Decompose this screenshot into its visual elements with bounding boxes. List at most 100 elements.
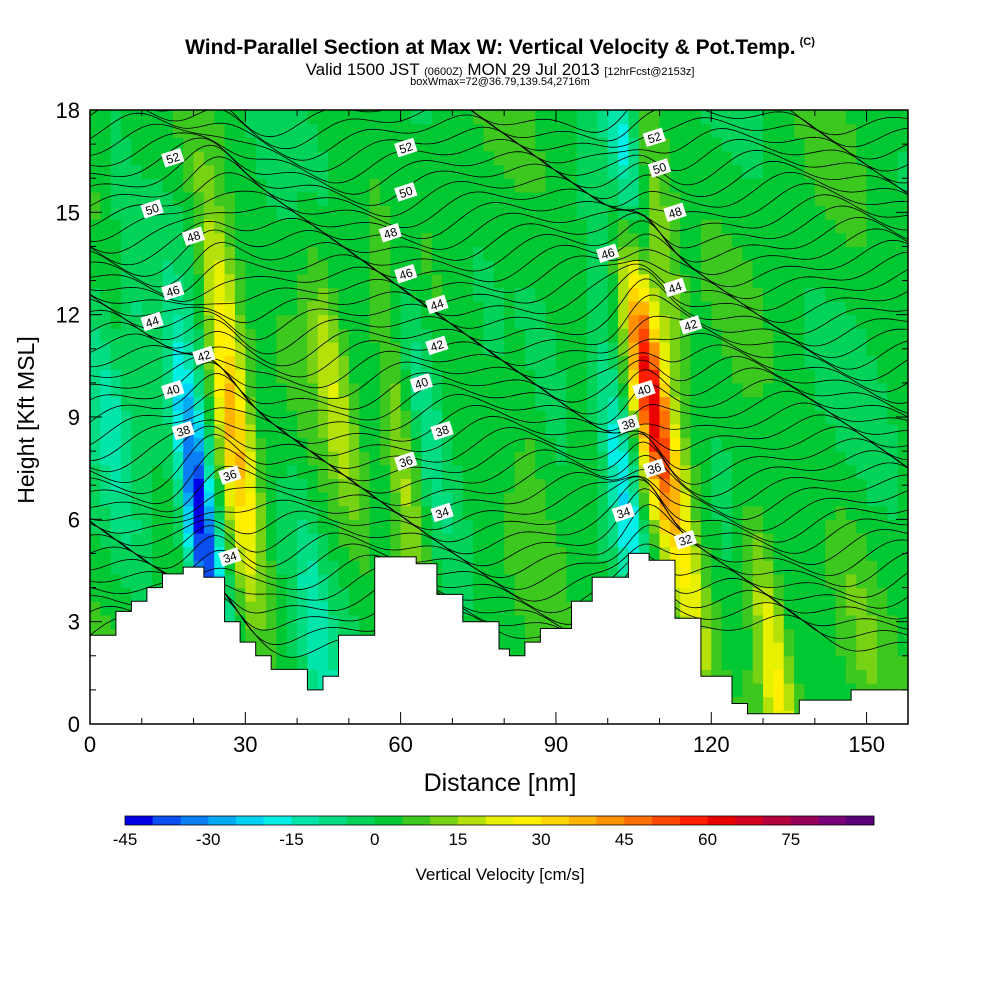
w-cell [421, 232, 433, 248]
w-cell [286, 587, 298, 602]
w-cell [390, 519, 402, 534]
w-cell [121, 532, 133, 548]
w-cell [804, 560, 816, 575]
w-cell [690, 437, 702, 452]
w-cell [452, 287, 464, 302]
w-cell [421, 478, 433, 493]
w-cell [234, 164, 246, 179]
w-cell [431, 287, 443, 302]
w-cell [752, 314, 764, 329]
w-cell [193, 382, 205, 398]
w-cell [266, 628, 277, 643]
w-cell [535, 164, 547, 179]
w-cell [618, 178, 630, 193]
w-cell [255, 301, 267, 316]
w-cell [504, 587, 516, 602]
w-cell [752, 219, 764, 234]
w-cell [876, 505, 888, 520]
theta-contour-line [90, 353, 908, 404]
w-cell [876, 464, 888, 479]
w-cell [845, 191, 857, 207]
w-cell [825, 287, 837, 302]
theta-label: 46 [596, 243, 620, 264]
w-cell [690, 246, 702, 261]
w-cell [876, 655, 888, 671]
w-cell [628, 260, 640, 275]
w-cell [876, 532, 888, 548]
w-cell [110, 246, 122, 261]
w-cell [276, 560, 288, 575]
w-cell [400, 246, 412, 261]
w-cell [421, 437, 433, 452]
w-cell [700, 423, 712, 439]
w-cell [794, 423, 806, 439]
w-cell [794, 614, 806, 630]
w-cell [555, 314, 567, 329]
w-cell [193, 396, 205, 411]
w-cell [669, 369, 681, 384]
theta-label-text: 48 [667, 204, 684, 222]
w-cell [462, 437, 474, 452]
w-cell [856, 273, 868, 288]
w-cell [214, 369, 226, 384]
w-cell [638, 110, 650, 125]
w-cell [711, 314, 723, 329]
subtitle-date: MON 29 Jul 2013 [467, 60, 600, 79]
theta-label-text: 32 [677, 531, 694, 549]
w-cell [669, 519, 681, 534]
w-cell [307, 232, 319, 248]
w-cell [773, 328, 785, 343]
w-cell [773, 137, 785, 152]
w-cell [442, 137, 453, 152]
w-cell [794, 301, 806, 316]
w-cell [400, 369, 412, 384]
w-cell [255, 382, 267, 398]
w-cell [297, 560, 309, 575]
w-cell [462, 478, 474, 493]
w-cell [731, 478, 743, 493]
w-cell [141, 232, 153, 248]
w-cell [794, 642, 806, 657]
w-cell [607, 532, 619, 548]
w-cell [887, 410, 899, 425]
w-cell [266, 519, 277, 534]
w-cell [473, 246, 485, 261]
w-cell [845, 287, 857, 302]
w-cell [131, 246, 143, 261]
w-cell [856, 532, 868, 548]
w-cell [535, 260, 547, 275]
w-cell [618, 451, 630, 466]
w-cell [845, 369, 857, 384]
w-cell [524, 314, 536, 329]
w-cell [110, 137, 122, 152]
w-cell [452, 423, 464, 439]
w-cell [649, 191, 661, 207]
w-cell [700, 110, 712, 125]
w-cell [504, 164, 516, 179]
w-cell [245, 287, 257, 302]
w-cell [442, 205, 453, 220]
w-cell [442, 560, 453, 575]
w-cell [763, 669, 774, 684]
w-cell [814, 355, 826, 370]
w-cell [659, 423, 671, 439]
w-cell [638, 451, 650, 466]
w-cell [379, 369, 391, 384]
w-cell [266, 123, 277, 138]
w-cell [307, 587, 319, 602]
w-cell [669, 301, 681, 316]
w-cell [162, 123, 174, 138]
w-cell [535, 614, 547, 630]
w-cell [162, 341, 174, 357]
w-cell [390, 355, 402, 370]
w-cell [794, 478, 806, 493]
w-cell [297, 614, 309, 630]
w-cell [286, 219, 298, 234]
w-cell [887, 655, 899, 671]
w-cell [307, 437, 319, 452]
w-cell [297, 642, 309, 657]
theta-contour-line [90, 249, 908, 300]
w-cell [773, 355, 785, 370]
w-cell [338, 355, 350, 370]
w-cell [794, 369, 806, 384]
